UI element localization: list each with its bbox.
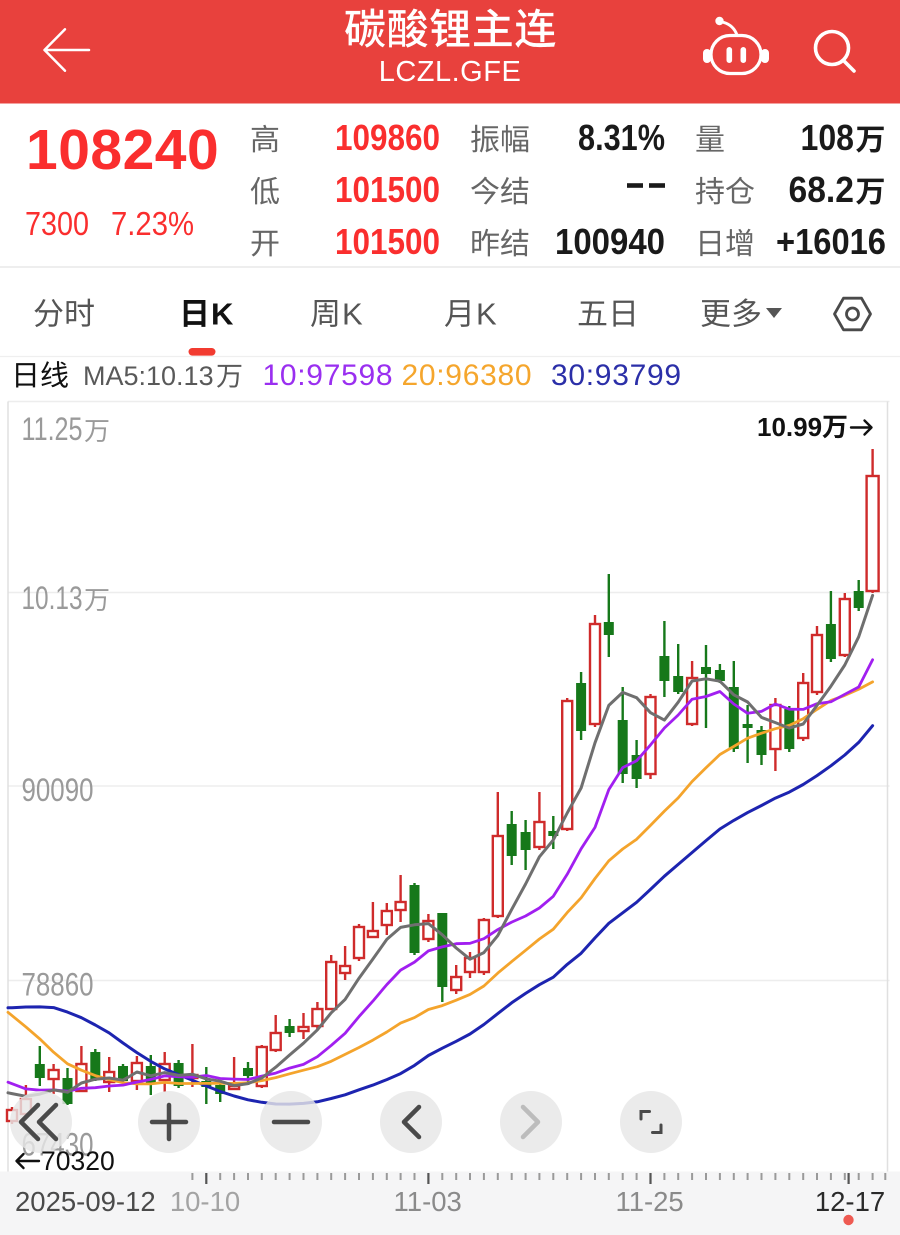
svg-text:108: 108 bbox=[801, 117, 855, 158]
svg-text:10.13: 10.13 bbox=[22, 580, 83, 616]
svg-text:20:96380: 20:96380 bbox=[402, 359, 533, 392]
svg-text:K: K bbox=[211, 297, 234, 332]
svg-text:108240: 108240 bbox=[26, 118, 219, 182]
svg-text:109860: 109860 bbox=[335, 117, 440, 158]
svg-text:2025-09-12: 2025-09-12 bbox=[15, 1186, 156, 1217]
svg-text:10:97598: 10:97598 bbox=[263, 359, 394, 392]
svg-text:70320: 70320 bbox=[41, 1146, 115, 1176]
svg-text:101500: 101500 bbox=[335, 221, 440, 262]
svg-text:LCZL.GFE: LCZL.GFE bbox=[379, 56, 522, 88]
svg-text:12-17: 12-17 bbox=[815, 1186, 885, 1217]
svg-text:10-10: 10-10 bbox=[170, 1186, 240, 1217]
svg-text:+16016: +16016 bbox=[776, 221, 886, 262]
svg-text:78860: 78860 bbox=[22, 967, 94, 1003]
svg-text:8.31%: 8.31% bbox=[578, 117, 665, 158]
svg-text:11.25: 11.25 bbox=[22, 411, 83, 447]
svg-text:100940: 100940 bbox=[555, 221, 665, 262]
svg-text:101500: 101500 bbox=[335, 169, 440, 210]
svg-text:MA5:10.13: MA5:10.13 bbox=[83, 361, 214, 391]
svg-text:11-03: 11-03 bbox=[394, 1186, 462, 1217]
svg-text:K: K bbox=[342, 297, 363, 332]
svg-text:7300: 7300 bbox=[25, 205, 89, 242]
svg-text:10.99: 10.99 bbox=[757, 412, 822, 442]
svg-text:90090: 90090 bbox=[22, 772, 94, 808]
svg-text:7.23%: 7.23% bbox=[111, 205, 194, 242]
svg-text:K: K bbox=[476, 297, 497, 332]
svg-text:11-25: 11-25 bbox=[615, 1186, 683, 1217]
svg-text:68.2: 68.2 bbox=[789, 169, 855, 210]
svg-text:30:93799: 30:93799 bbox=[551, 359, 682, 392]
